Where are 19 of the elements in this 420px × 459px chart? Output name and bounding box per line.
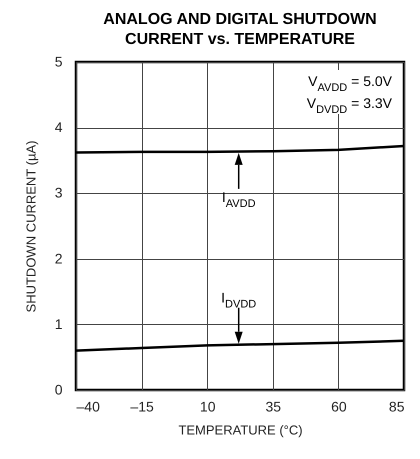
x-tick-label: 35 — [266, 398, 282, 414]
x-tick-label: 10 — [200, 398, 216, 414]
annotation: V$_{AVDD}$ = 5.0V — [308, 73, 393, 94]
y-tick-label: 2 — [54, 250, 63, 266]
x-tick-label: –40 — [76, 398, 100, 414]
x-tick-label: –15 — [130, 398, 154, 414]
annotation: V$_{DVDD}$ = 3.3V — [306, 95, 393, 116]
annotation: I$_{DVDD}$ — [221, 290, 256, 311]
chart-title: ANALOG AND DIGITAL SHUTDOWN CURRENT vs. TEMPERATURE — [103, 11, 377, 48]
y-tick-label: 3 — [54, 184, 63, 201]
annotation: I$_{AVDD}$ — [222, 188, 256, 210]
y-tick-label: 0 — [54, 382, 63, 398]
x-tick-label: 85 — [388, 398, 405, 414]
x-tick-label: 60 — [331, 398, 347, 414]
y-tick-label: 1 — [54, 316, 63, 332]
x-axis-title: TEMPERATURE (°C) — [178, 422, 303, 438]
y-tick-label: 4 — [54, 119, 63, 136]
y-tick-label: 5 — [54, 54, 63, 70]
y-axis-title: SHUTDOWN CURRENT (µA) — [24, 140, 39, 312]
